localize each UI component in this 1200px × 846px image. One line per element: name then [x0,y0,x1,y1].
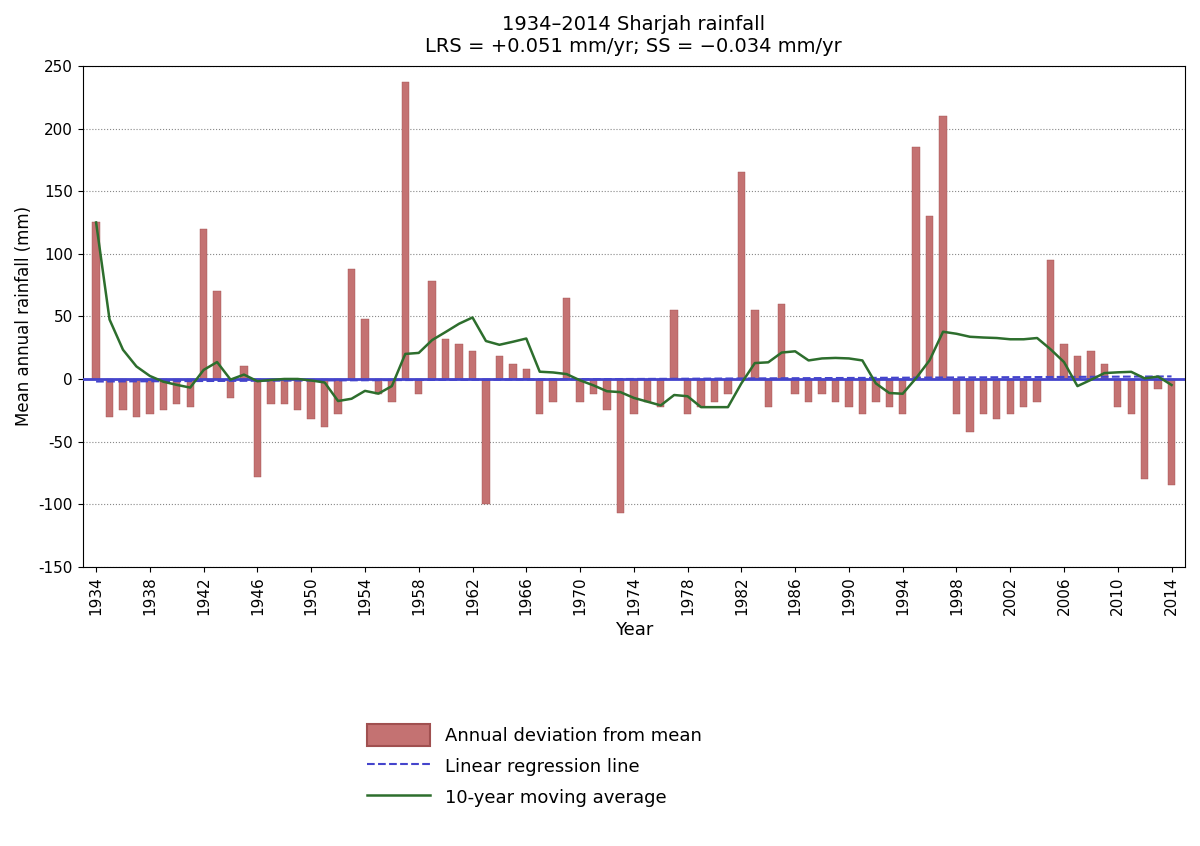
Bar [509,364,516,379]
Bar [320,379,329,426]
Bar [173,379,180,404]
Bar [402,82,409,379]
Bar [953,379,960,414]
Bar [469,351,476,379]
Bar [805,379,812,402]
Bar [1154,379,1162,389]
Bar [335,379,342,414]
Bar [294,379,301,410]
Bar [684,379,691,414]
Legend: Annual deviation from mean, Linear regression line, 10-year moving average: Annual deviation from mean, Linear regre… [367,724,702,808]
X-axis label: Year: Year [614,621,653,639]
Bar [388,379,396,402]
Bar [778,304,785,379]
Bar [604,379,611,410]
Bar [522,369,530,379]
Bar [859,379,866,414]
Y-axis label: Mean annual rainfall (mm): Mean annual rainfall (mm) [14,206,34,426]
Bar [617,379,624,513]
Bar [1087,351,1094,379]
Bar [186,379,194,407]
Bar [361,319,368,379]
Bar [1007,379,1014,414]
Bar [845,379,853,407]
Bar [214,291,221,379]
Bar [1033,379,1040,402]
Bar [268,379,275,404]
Bar [253,379,262,476]
Bar [671,310,678,379]
Bar [428,281,436,379]
Bar [200,228,208,379]
Bar [832,379,839,402]
Bar [536,379,544,414]
Bar [455,344,463,379]
Bar [940,116,947,379]
Bar [1061,344,1068,379]
Bar [1100,364,1108,379]
Bar [281,379,288,404]
Bar [160,379,167,410]
Bar [994,379,1001,419]
Bar [764,379,772,407]
Bar [886,379,893,407]
Bar [751,310,758,379]
Bar [92,222,100,379]
Bar [307,379,314,419]
Bar [1020,379,1027,407]
Bar [240,366,247,379]
Bar [1046,260,1055,379]
Bar [792,379,799,394]
Bar [482,379,490,504]
Bar [1141,379,1148,479]
Bar [912,147,920,379]
Bar [658,379,665,407]
Bar [966,379,973,431]
Bar [415,379,422,394]
Bar [1168,379,1175,486]
Bar [697,379,704,407]
Bar [496,356,503,379]
Bar [1074,356,1081,379]
Bar [818,379,826,394]
Bar [227,379,234,398]
Bar [630,379,637,414]
Bar [643,379,650,402]
Bar [589,379,598,394]
Bar [146,379,154,414]
Bar [442,339,449,379]
Bar [348,269,355,379]
Title: 1934–2014 Sharjah rainfall
LRS = +0.051 mm/yr; SS = −0.034 mm/yr: 1934–2014 Sharjah rainfall LRS = +0.051 … [426,15,842,56]
Bar [725,379,732,394]
Bar [1114,379,1122,407]
Bar [133,379,140,416]
Bar [374,379,382,394]
Bar [119,379,127,410]
Bar [899,379,906,414]
Bar [979,379,988,414]
Bar [738,173,745,379]
Bar [576,379,583,402]
Bar [563,298,570,379]
Bar [550,379,557,402]
Bar [926,217,934,379]
Bar [1128,379,1135,414]
Bar [710,379,718,402]
Bar [872,379,880,402]
Bar [106,379,113,416]
